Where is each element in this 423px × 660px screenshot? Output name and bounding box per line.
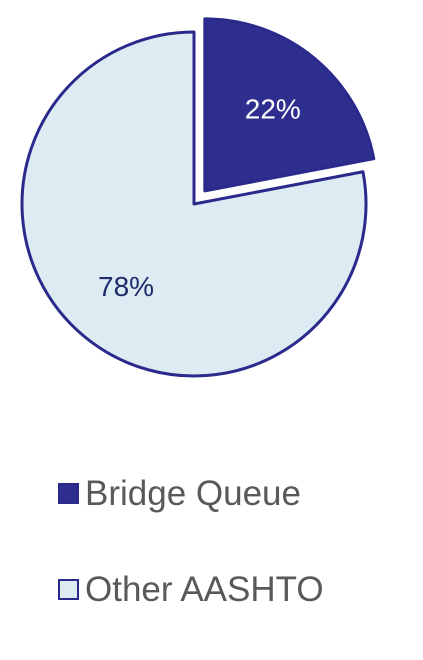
legend-swatch-other-aashto [58, 578, 79, 600]
legend-label-other-aashto: Other AASHTO [85, 569, 324, 609]
legend-item-bridge-queue: Bridge Queue [58, 468, 324, 518]
legend: Bridge Queue Other AASHTO [58, 468, 324, 660]
data-label-bridge-queue: 22% [245, 94, 301, 125]
pie-slice-other-aashto [20, 30, 368, 378]
pie-slice-bridge-queue [203, 17, 376, 193]
legend-swatch-bridge-queue [58, 482, 79, 504]
pie-chart: 22% 78% [20, 17, 376, 378]
legend-label-bridge-queue: Bridge Queue [85, 473, 301, 513]
data-label-other-aashto: 78% [98, 271, 154, 302]
legend-item-other-aashto: Other AASHTO [58, 564, 324, 614]
